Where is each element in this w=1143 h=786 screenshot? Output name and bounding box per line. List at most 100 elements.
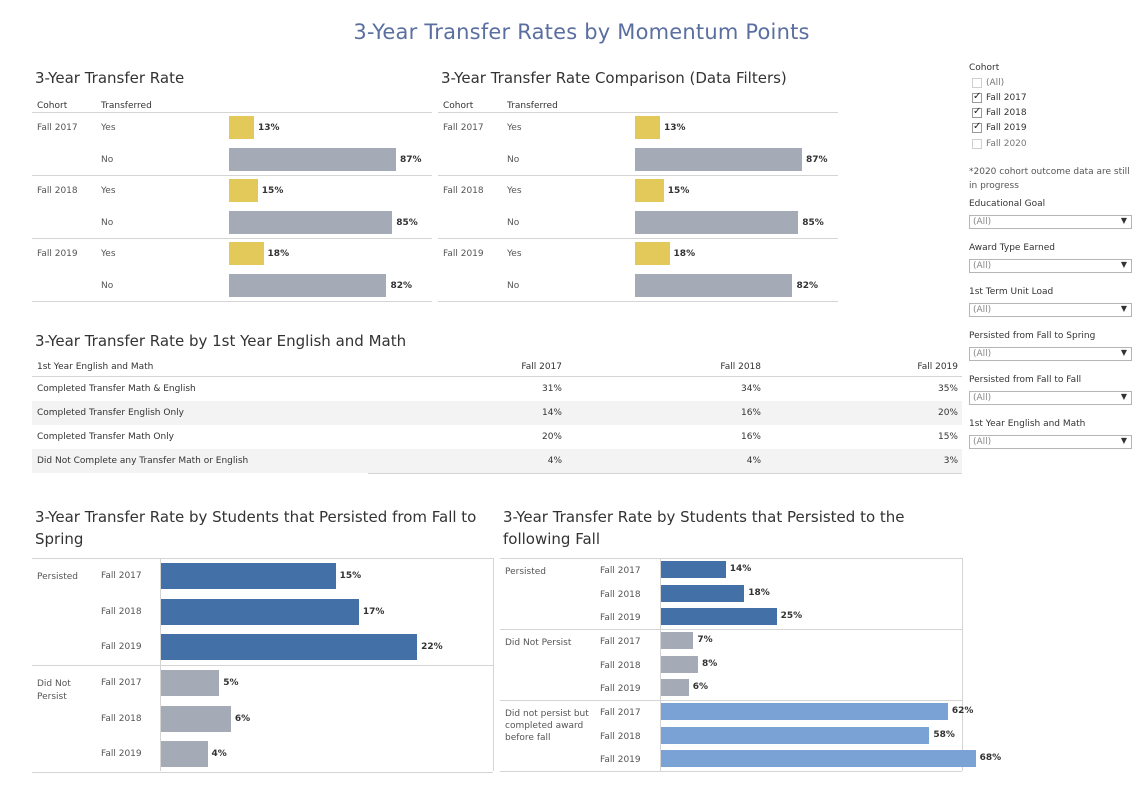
axis-line: [660, 558, 661, 771]
cohort-label: Fall 2019: [600, 755, 641, 765]
table-row: Completed Transfer Math & English 31% 34…: [32, 377, 962, 401]
filter-title: Award Type Earned: [969, 243, 1056, 253]
data-label: 18%: [748, 587, 770, 598]
transfer-rate-title: 3-Year Transfer Rate: [35, 69, 185, 87]
chart-header-divider: [438, 112, 838, 113]
chart-header-divider: [32, 558, 493, 559]
chevron-down-icon[interactable]: ▼: [1120, 216, 1127, 225]
data-label: 4%: [211, 749, 227, 759]
filter-dropdown[interactable]: (All) ▼: [969, 435, 1132, 449]
data-label: 15%: [261, 186, 284, 196]
table-row: Did Not Complete any Transfer Math or En…: [32, 449, 962, 473]
english-math-header-divider: [32, 376, 962, 377]
filter-dropdown[interactable]: (All) ▼: [969, 347, 1132, 361]
chevron-down-icon[interactable]: ▼: [1120, 260, 1127, 269]
filter-title: Educational Goal: [969, 199, 1046, 209]
bar: [635, 147, 803, 171]
filter-dropdown[interactable]: (All) ▼: [969, 259, 1132, 273]
filter-dropdown[interactable]: (All) ▼: [969, 215, 1132, 229]
group-divider: [500, 629, 962, 630]
chevron-down-icon[interactable]: ▼: [1120, 348, 1127, 357]
transfer-rate-header-cohort: Cohort: [37, 101, 68, 111]
data-label: 14%: [729, 564, 752, 574]
table-cell: 16%: [740, 408, 761, 418]
dropdown-value: (All): [973, 349, 992, 359]
bar: [661, 608, 777, 625]
transferred-label: Yes: [101, 123, 116, 133]
filter-dropdown[interactable]: (All) ▼: [969, 303, 1132, 317]
table-cell: 14%: [541, 408, 562, 418]
table-cell: 4%: [547, 456, 562, 466]
transferred-label: Yes: [507, 123, 522, 133]
chart-header-divider: [500, 558, 962, 559]
bar: [229, 210, 393, 234]
bar: [661, 703, 948, 720]
chart-header-divider: [32, 112, 432, 113]
table-cell: 3%: [943, 456, 958, 466]
data-label: 8%: [702, 658, 718, 669]
checkbox-checked-icon[interactable]: [972, 91, 982, 103]
data-label: 82%: [390, 280, 412, 291]
data-label: 87%: [400, 154, 422, 165]
group-divider: [500, 700, 962, 701]
english-math-col-fall-2018: Fall 2018: [720, 362, 761, 372]
cohort-option-fall-2018[interactable]: Fall 2018: [972, 106, 1027, 122]
bar: [661, 679, 689, 696]
data-label: 7%: [697, 635, 713, 645]
cohort-label: Fall 2019: [101, 642, 142, 652]
cohort-option-fall-2019[interactable]: Fall 2019: [972, 121, 1027, 137]
english-math-title: 3-Year Transfer Rate by 1st Year English…: [35, 332, 407, 350]
cohort-label: Fall 2017: [101, 678, 142, 688]
table-cell: 20%: [937, 408, 958, 418]
cohort-option-all[interactable]: (All): [972, 78, 1004, 92]
checkbox-checked-icon[interactable]: [972, 121, 982, 133]
bar: [661, 561, 726, 578]
cohort-label: Fall 2018: [443, 186, 484, 196]
table-cell: Did Not Complete any Transfer Math or En…: [37, 456, 249, 466]
persist-spring-title: 3-Year Transfer Rate by Students that Pe…: [35, 508, 477, 548]
bar: [161, 670, 220, 696]
cohort-label: Fall 2019: [37, 249, 78, 259]
table-cell: 15%: [937, 432, 958, 442]
panel-border: [493, 558, 494, 771]
cohort-label: Fall 2019: [101, 749, 142, 759]
dropdown-value: (All): [973, 217, 992, 227]
checkbox-icon[interactable]: [972, 139, 982, 149]
group-divider: [32, 175, 432, 176]
chevron-down-icon[interactable]: ▼: [1120, 392, 1127, 401]
data-label: 85%: [802, 217, 824, 228]
checkbox-checked-icon[interactable]: [972, 106, 982, 118]
chevron-down-icon[interactable]: ▼: [1120, 304, 1127, 313]
axis-line: [160, 558, 161, 771]
bar: [635, 242, 670, 265]
filter-dropdown[interactable]: (All) ▼: [969, 391, 1132, 405]
bar: [229, 179, 258, 202]
bar: [661, 655, 698, 673]
cohort-label: Fall 2017: [101, 571, 142, 581]
cohort-label: Fall 2019: [600, 684, 641, 694]
cohort-label: Fall 2018: [600, 589, 641, 600]
bar: [635, 273, 793, 297]
cohort-option-fall-2017[interactable]: Fall 2017: [972, 91, 1027, 107]
english-math-bottom-divider: [368, 473, 962, 474]
cohort-note: *2020 cohort outcome data are still in p…: [969, 167, 1130, 191]
group-divider: [32, 665, 493, 666]
group-divider: [32, 772, 493, 773]
cohort-label: Fall 2017: [443, 123, 484, 133]
transferred-label: No: [101, 217, 114, 228]
group-label: Did Not Persist: [37, 679, 71, 702]
data-label: 87%: [806, 154, 828, 165]
bar: [161, 705, 231, 732]
chevron-down-icon[interactable]: ▼: [1120, 436, 1127, 445]
bar: [661, 632, 694, 649]
bar: [229, 242, 264, 265]
cohort-option-label: (All): [986, 78, 1005, 88]
comparison-header-transferred: Transferred: [507, 101, 558, 111]
cohort-label: Fall 2018: [101, 606, 142, 617]
dropdown-value: (All): [973, 393, 992, 403]
checkbox-icon[interactable]: [972, 78, 982, 88]
cohort-option-fall-2020[interactable]: Fall 2020: [972, 139, 1027, 153]
data-label: 5%: [223, 678, 239, 688]
table-row: Completed Transfer Math Only 20% 16% 15%: [32, 425, 962, 449]
transferred-label: Yes: [101, 186, 116, 196]
